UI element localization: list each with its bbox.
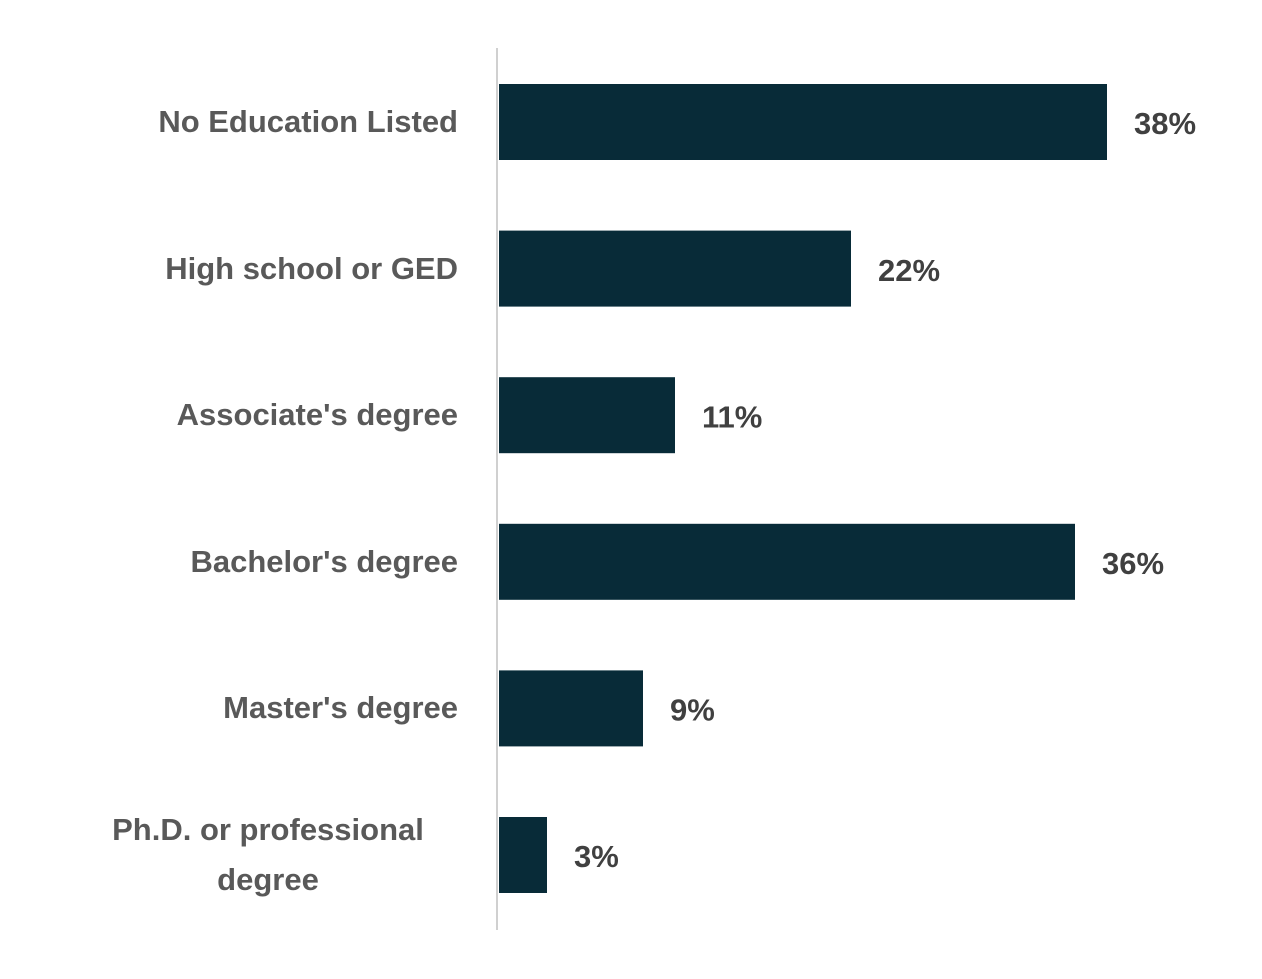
value-label: 36%: [1102, 546, 1164, 581]
value-label: 11%: [702, 399, 762, 434]
value-label: 3%: [574, 839, 619, 874]
value-label: 38%: [1134, 106, 1196, 141]
bar: [499, 377, 675, 454]
bar: [499, 523, 1075, 600]
category-label: High school or GED: [165, 250, 458, 286]
bar: [499, 670, 643, 747]
value-label: 9%: [670, 693, 715, 728]
value-label: 22%: [878, 253, 940, 288]
category-label: No Education Listed: [158, 104, 458, 139]
category-label: Ph.D. or professional degree: [112, 812, 424, 897]
category-label: Master's degree: [223, 690, 458, 726]
bar: [499, 84, 1107, 160]
category-label: Bachelor's degree: [190, 543, 458, 579]
bar: [499, 230, 851, 307]
bar: [499, 817, 547, 893]
category-label: Associate's degree: [176, 397, 458, 433]
